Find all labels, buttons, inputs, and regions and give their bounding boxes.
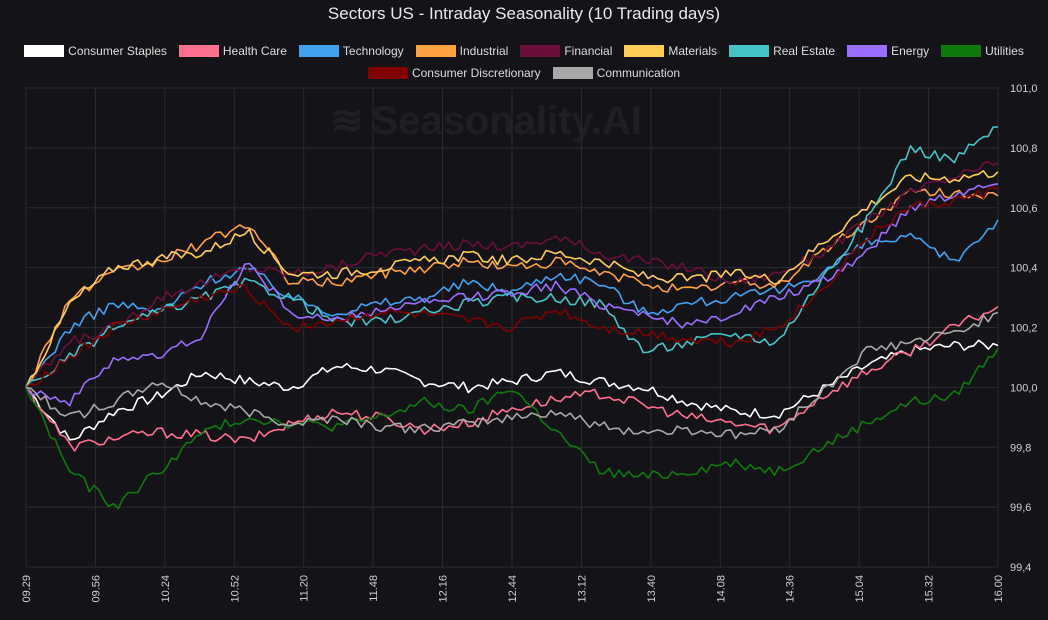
x-tick-label: 09.29 [21,575,33,603]
legend-label: Energy [891,43,930,58]
x-tick-label: 12.16 [438,575,450,603]
chart-title: Sectors US - Intraday Seasonality (10 Tr… [327,4,721,23]
series-layer [25,126,999,510]
x-tick-label: 14.36 [785,575,797,603]
x-tick-label: 15.04 [854,575,866,603]
series-line-energy [25,183,999,407]
legend-label: Industrial [459,43,509,58]
series-line-consumer-staples [25,339,999,441]
legend-swatch [729,44,770,57]
legend-label: Consumer Staples [68,43,167,58]
legend-swatch [367,66,408,79]
watermark-text: Seasonality.AI [371,98,642,143]
legend-swatch [24,44,65,57]
y-tick-label: 100,0 [1010,382,1038,394]
x-tick-label: 16.00 [993,575,1005,603]
legend-label: Health Care [222,43,287,58]
legend-label: Financial [564,43,613,58]
watermark: ≋ Seasonality.AI [330,98,642,144]
legend-item[interactable]: Consumer Staples [24,42,167,59]
legend-label: Technology [342,43,404,58]
y-tick-label: 99,6 [1010,502,1031,514]
legend-item[interactable]: Industrial [415,42,509,59]
legend-swatch [624,44,665,57]
legend-swatch [941,44,982,57]
x-tick-label: 12.44 [507,575,519,603]
legend-item[interactable]: Health Care [178,42,287,59]
y-tick-label: 101,0 [1010,83,1038,95]
legend-swatch [552,66,593,79]
x-tick-label: 09.56 [90,575,102,603]
legend-item[interactable]: Materials [624,42,717,59]
legend: Consumer Staples Health Care Technology Ind… [10,42,1038,86]
legend-item[interactable]: Communication [552,64,681,81]
grid [25,87,999,568]
legend-swatch [520,44,561,57]
y-tick-label: 99,4 [1010,562,1031,574]
x-tick-label: 13.40 [646,575,658,603]
waves-icon: ≋ [330,99,364,143]
x-tick-label: 10.24 [160,575,172,603]
legend-swatch [415,44,456,57]
legend-swatch [298,44,339,57]
series-line-materials [25,170,999,388]
legend-item[interactable]: Utilities [941,42,1024,59]
y-axis-ticks: 99,4 99,6 99,8 100,0 100,2 100,4 100,6 100,8 101… [1010,83,1038,574]
legend-label: Materials [668,43,718,58]
y-tick-label: 99,8 [1010,442,1031,454]
legend-item[interactable]: Real Estate [729,42,835,59]
y-tick-label: 100,4 [1010,263,1038,275]
legend-item[interactable]: Energy [847,42,929,59]
x-tick-label: 15.32 [924,575,936,603]
x-tick-label: 11.48 [368,575,380,602]
x-tick-label: 13.12 [576,575,588,603]
series-line-health-care [25,305,999,452]
legend-item[interactable]: Technology [298,42,404,59]
x-axis-ticks: 09.29 09.56 10.24 10.52 11.20 11.48 12.16 12.44… [21,575,1005,603]
legend-swatch [847,44,888,57]
series-line-financial [25,161,999,389]
series-line-consumer-discretionary [25,186,999,389]
legend-label: Consumer Discretionary [411,65,541,80]
legend-label: Communication [596,65,681,80]
legend-item[interactable]: Financial [520,42,612,59]
x-tick-label: 14.08 [715,575,727,603]
x-tick-label: 11.20 [299,575,311,602]
x-tick-label: 10.52 [229,575,241,603]
y-tick-label: 100,2 [1010,323,1038,335]
y-tick-label: 100,8 [1010,143,1038,155]
series-line-communication [25,311,999,440]
legend-label: Utilities [985,43,1024,58]
legend-item[interactable]: Consumer Discretionary [367,64,541,81]
y-tick-label: 100,6 [1010,203,1038,215]
series-line-utilities [25,348,999,510]
legend-label: Real Estate [773,43,836,58]
legend-swatch [178,44,219,57]
